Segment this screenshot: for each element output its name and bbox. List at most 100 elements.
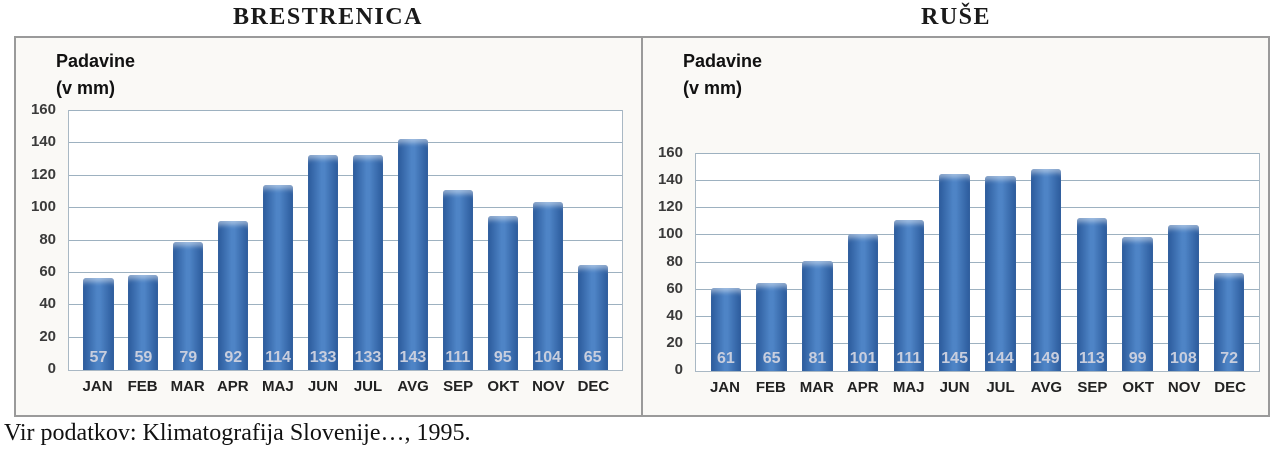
y-axis-title-line2: (v mm) (56, 78, 116, 98)
gridline (696, 180, 1259, 182)
plot-area: 61 65 81 101 111 145 144 149 113 99 108 72 (695, 153, 1260, 372)
bar-sep: 111 (442, 190, 473, 370)
x-axis-labels: JAN FEB MAR APR MAJ JUN JUL AVG SEP OKT NOV DEC (695, 379, 1260, 396)
y-axis-title-line1: Padavine (683, 51, 763, 71)
x-axis-labels: JAN FEB MAR APR MAJ JUN JUL AVG SEP OKT NOV DEC (68, 378, 623, 395)
y-axis: 0 20 40 60 80 100 120 140 160 (643, 144, 687, 378)
y-axis-title: Padavine (v mm) (683, 48, 762, 102)
x-tick-label: NOV (1167, 379, 1201, 396)
bar-jun: 133 (308, 154, 339, 370)
bar-slot: 133 (346, 111, 391, 370)
bar-slot: 114 (256, 111, 301, 370)
x-tick-label: NOV (532, 378, 565, 395)
x-tick-label: SEP (1077, 379, 1108, 396)
bar-slot: 81 (795, 154, 841, 371)
bar-apr: 101 (847, 234, 879, 371)
bar-apr: 92 (218, 221, 249, 370)
bar-value-label: 99 (1128, 350, 1147, 367)
bar-slot: 79 (166, 111, 211, 370)
x-tick-label: JAN (82, 378, 113, 395)
y-tick-label: 0 (674, 361, 683, 378)
gridline (696, 288, 1259, 290)
bar-jul: 144 (985, 175, 1016, 371)
chart-brestrenica: Padavine (v mm) 0 20 40 60 80 100 120 140 160 57… (16, 38, 641, 415)
bar-feb: 59 (128, 274, 159, 370)
y-tick-label: 120 (657, 198, 683, 216)
bar-slot: 145 (932, 154, 978, 371)
y-tick-label: 140 (657, 171, 683, 189)
x-tick-label: OKT (1122, 379, 1155, 396)
x-tick-label: JUL (353, 378, 383, 395)
bar-slot: 113 (1069, 154, 1115, 371)
bar-okt: 99 (1122, 236, 1153, 371)
y-tick-label: 20 (666, 333, 683, 351)
bar-slot: 61 (703, 154, 749, 371)
bar-value-label: 95 (493, 349, 512, 366)
bar-value-label: 81 (808, 350, 827, 367)
bar-sep: 113 (1076, 217, 1108, 371)
titles-row: BRESTRENICA RUŠE (14, 4, 1270, 31)
bar-value-label: 101 (849, 350, 877, 367)
bar-jan: 61 (710, 288, 742, 371)
bar-slot: 57 (76, 111, 121, 370)
y-tick-label: 40 (666, 306, 683, 324)
y-axis-title-line1: Padavine (56, 51, 136, 71)
bar-value-label: 144 (987, 350, 1014, 367)
bar-slot: 143 (390, 111, 435, 370)
y-tick-label: 80 (39, 230, 56, 248)
gridline (696, 315, 1259, 317)
bar-value-label: 108 (1170, 350, 1197, 367)
bar-value-label: 104 (534, 349, 562, 366)
x-tick-label: JUN (307, 378, 338, 395)
bar-slot: 111 (435, 111, 480, 370)
bar-value-label: 145 (941, 350, 968, 367)
x-tick-label: APR (216, 378, 249, 395)
bar-value-label: 61 (716, 350, 735, 367)
bar-slot: 59 (121, 111, 166, 370)
y-tick-label: 20 (39, 327, 56, 345)
x-tick-label: SEP (443, 378, 474, 395)
charts-panel: Padavine (v mm) 0 20 40 60 80 100 120 140 160 57… (14, 36, 1270, 417)
bar-value-label: 133 (354, 349, 382, 366)
bar-dec: 72 (1213, 273, 1245, 371)
bar-slot: 95 (480, 111, 525, 370)
gridline (69, 336, 622, 338)
bar-feb: 65 (756, 282, 787, 371)
bar-slot: 133 (301, 111, 346, 370)
bar-value-label: 133 (309, 349, 337, 366)
bar-okt: 95 (487, 216, 518, 370)
bar-slot: 149 (1023, 154, 1069, 371)
bar-slot: 111 (886, 154, 932, 371)
bar-maj: 114 (263, 185, 294, 370)
gridline (696, 342, 1259, 344)
bars-layer: 57 59 79 92 114 133 133 143 111 95 104 65 (69, 111, 622, 370)
bar-slot: 65 (749, 154, 795, 371)
bar-slot: 108 (1161, 154, 1207, 371)
bar-slot: 72 (1206, 154, 1252, 371)
bar-maj: 111 (893, 220, 925, 371)
y-tick-label: 80 (666, 252, 683, 270)
bar-slot: 101 (840, 154, 886, 371)
bar-value-label: 114 (265, 349, 292, 366)
bar-value-label: 113 (1078, 350, 1105, 367)
x-tick-label: AVG (397, 378, 429, 395)
bar-value-label: 149 (1032, 350, 1060, 367)
x-tick-label: MAJ (892, 379, 925, 396)
bar-jul: 133 (352, 154, 384, 370)
bar-value-label: 111 (445, 349, 471, 366)
y-tick-label: 60 (666, 279, 683, 297)
y-tick-label: 160 (30, 101, 56, 118)
bar-slot: 104 (525, 111, 570, 370)
x-tick-label: OKT (487, 378, 520, 395)
y-tick-label: 100 (657, 225, 683, 243)
bar-value-label: 92 (224, 349, 243, 366)
gridline (69, 174, 622, 176)
gridline (696, 207, 1259, 209)
bar-slot: 92 (211, 111, 256, 370)
source-note: Vir podatkov: Klimatografija Slovenije…,… (4, 420, 471, 446)
y-tick-label: 0 (47, 360, 56, 377)
bar-value-label: 143 (399, 349, 427, 366)
gridline (69, 207, 622, 209)
chart-title-brestrenica: BRESTRENICA (233, 4, 423, 30)
gridline (69, 142, 622, 144)
